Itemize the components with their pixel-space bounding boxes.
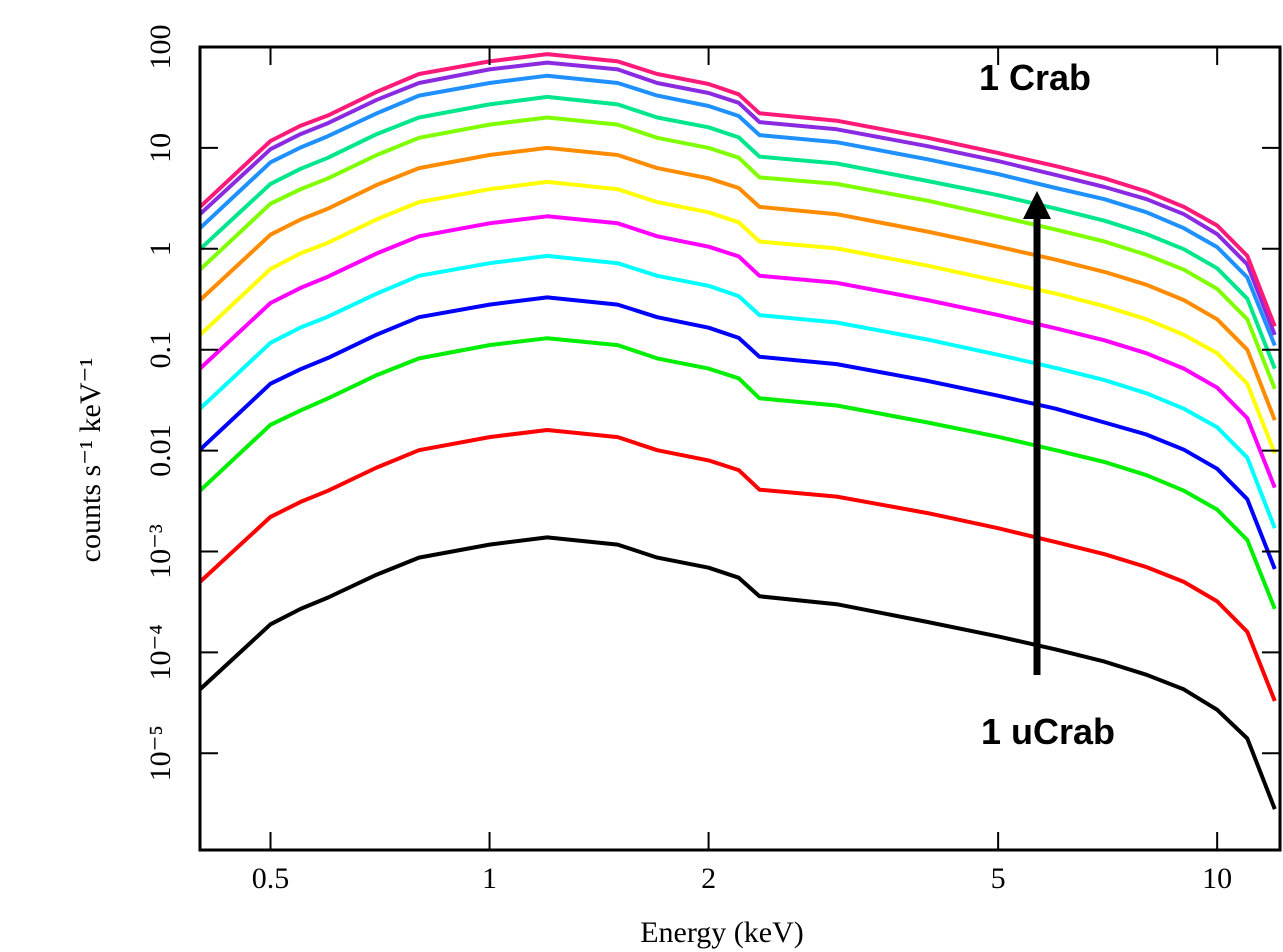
- series-line: [198, 179, 1277, 455]
- y-tick-label: 1: [144, 241, 177, 256]
- series-line: [198, 60, 1277, 336]
- plot-frame: [198, 45, 1282, 852]
- x-axis-label: Energy (keV): [640, 916, 804, 949]
- y-tick-label: 10⁻⁵: [144, 725, 177, 781]
- y-tick-label: 10⁻⁴: [144, 624, 177, 680]
- series-line: [198, 73, 1277, 347]
- x-tick-label: 2: [701, 862, 716, 895]
- series-line: [198, 145, 1277, 421]
- series-line: [198, 115, 1277, 390]
- x-tick-label: 1: [482, 862, 497, 895]
- y-tick-label: 100: [144, 25, 177, 70]
- annotation: 1 uCrab: [981, 711, 1115, 752]
- series-line: [198, 253, 1277, 529]
- series-line: [198, 214, 1277, 489]
- x-tick-label: 0.5: [252, 862, 290, 895]
- y-tick-label: 10⁻³: [144, 524, 177, 579]
- y-tick-label: 0.01: [144, 424, 177, 477]
- series-line: [198, 94, 1277, 370]
- series-line: [198, 336, 1277, 610]
- series-line: [198, 535, 1277, 810]
- x-tick-label: 5: [991, 862, 1006, 895]
- annotation: 1 Crab: [979, 57, 1091, 98]
- series-line: [198, 52, 1277, 328]
- y-tick-label: 10: [144, 133, 177, 163]
- plot-area: [198, 52, 1277, 810]
- x-tick-label: 10: [1202, 862, 1232, 895]
- series-line: [198, 295, 1277, 570]
- series-line: [198, 428, 1277, 702]
- y-tick-label: 0.1: [144, 331, 177, 369]
- y-axis-label: counts s⁻¹ keV⁻¹: [74, 358, 107, 563]
